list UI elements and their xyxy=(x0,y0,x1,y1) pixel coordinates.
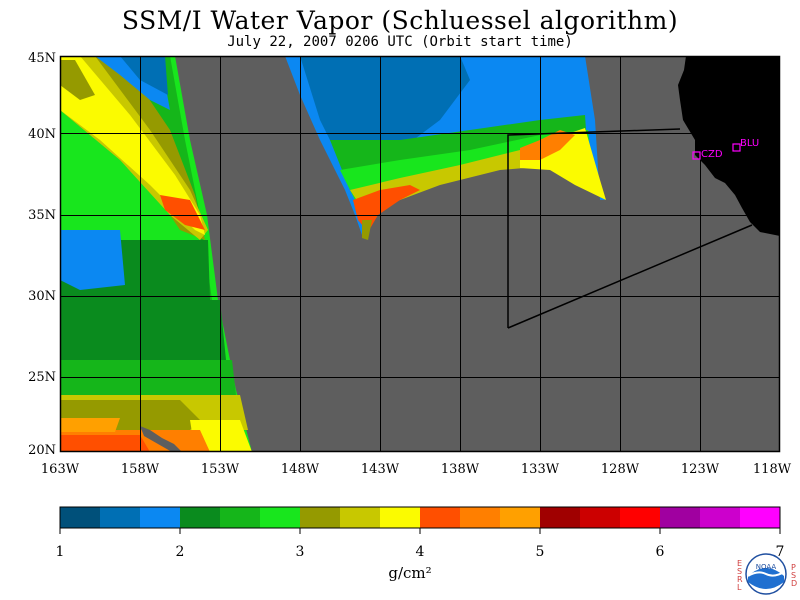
colorbar xyxy=(59,506,781,534)
map-subtitle: July 22, 2007 0206 UTC (Orbit start time… xyxy=(227,34,573,50)
colorbar-swatch xyxy=(340,507,381,528)
middle-swath xyxy=(285,56,606,240)
colorbar-swatch xyxy=(460,507,501,528)
colorbar-swatch xyxy=(420,507,461,528)
colorbar-swatch xyxy=(500,507,541,528)
colorbar-label-3: 3 xyxy=(295,544,305,560)
colorbar-label-6: 6 xyxy=(655,544,665,560)
colorbar-label-2: 2 xyxy=(175,544,185,560)
domain-outline xyxy=(507,128,681,328)
lon-label-133w: 133W xyxy=(520,462,560,477)
colorbar-swatch xyxy=(380,507,421,528)
colorbar-swatch xyxy=(100,507,141,528)
colorbar-label-4: 4 xyxy=(415,544,425,560)
lon-label-143w: 143W xyxy=(360,462,400,477)
lat-label-30n: 30N xyxy=(28,289,56,304)
lat-lon-grid xyxy=(60,56,780,452)
domain-outline-diagonal xyxy=(507,224,753,329)
colorbar-swatch xyxy=(620,507,661,528)
station-blu-label: BLU xyxy=(740,138,759,149)
station-czd-label: CZD xyxy=(701,149,723,160)
station-blu-marker xyxy=(732,143,741,152)
lat-label-25n: 25N xyxy=(28,370,56,385)
logo-right-letters: PSD xyxy=(791,563,798,588)
station-czd-marker xyxy=(692,151,701,160)
colorbar-swatch xyxy=(660,507,701,528)
colorbar-swatch xyxy=(540,507,581,528)
lat-label-20n: 20N xyxy=(28,443,56,458)
map-frame xyxy=(59,55,781,453)
lon-label-138w: 138W xyxy=(440,462,480,477)
lon-label-148w: 148W xyxy=(280,462,320,477)
lon-label-118w: 118W xyxy=(752,462,792,477)
logo-left-letters: ESRL xyxy=(737,559,743,592)
colorbar-swatch xyxy=(300,507,341,528)
colorbar-swatch xyxy=(740,507,781,528)
colorbar-swatch xyxy=(60,507,101,528)
colorbar-swatch xyxy=(580,507,621,528)
map-title: SSM/I Water Vapor (Schluessel algorithm) xyxy=(121,6,679,35)
colorbar-swatch xyxy=(140,507,181,528)
lon-label-158w: 158W xyxy=(120,462,160,477)
land-california xyxy=(678,56,780,236)
noaa-logo: NOAA xyxy=(745,553,787,595)
colorbar-label-7: 7 xyxy=(775,544,785,560)
colorbar-label-5: 5 xyxy=(535,544,545,560)
colorbar-swatch xyxy=(220,507,261,528)
colorbar-swatch xyxy=(700,507,741,528)
lat-label-40n: 40N xyxy=(28,127,56,142)
left-swath xyxy=(60,56,252,452)
lon-label-163w: 163W xyxy=(40,462,80,477)
station-markers: CZD BLU xyxy=(692,138,759,160)
lon-label-128w: 128W xyxy=(600,462,640,477)
colorbar-unit: g/cm² xyxy=(388,564,432,582)
colorbar-swatch xyxy=(180,507,221,528)
lat-label-35n: 35N xyxy=(28,208,56,223)
lon-label-123w: 123W xyxy=(680,462,720,477)
noaa-logo-text: NOAA xyxy=(756,563,777,571)
lon-label-153w: 153W xyxy=(200,462,240,477)
colorbar-swatch xyxy=(260,507,301,528)
colorbar-label-1: 1 xyxy=(55,544,65,560)
lat-label-45n: 45N xyxy=(28,51,56,66)
